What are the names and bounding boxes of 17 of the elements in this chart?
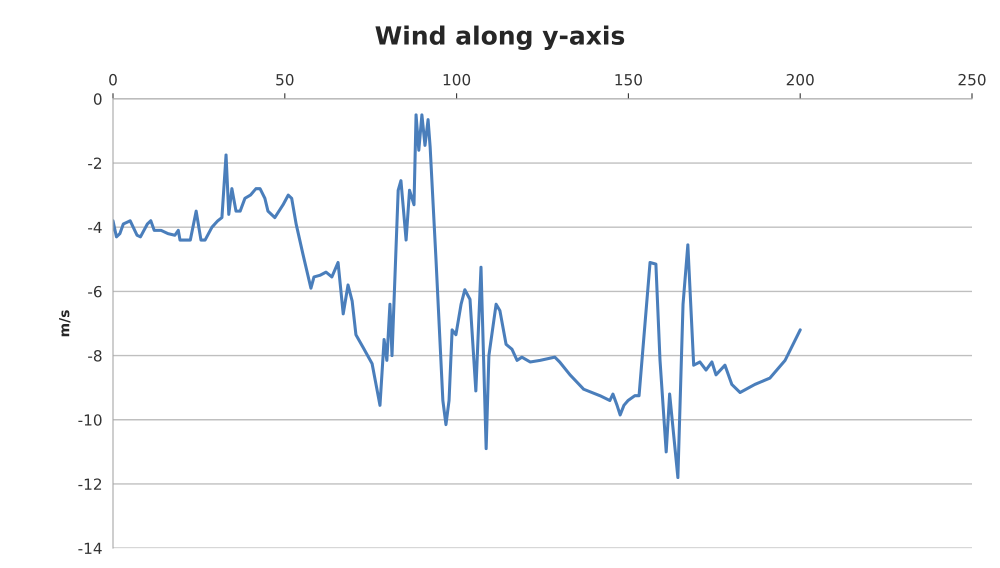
x-tick-label: 50 — [276, 74, 294, 86]
y-tick-label: -8 — [88, 350, 102, 362]
y-tick-label: -2 — [88, 157, 102, 169]
x-tick-label: 200 — [786, 74, 814, 86]
y-tick-label: -12 — [78, 478, 102, 490]
x-tick-label: 150 — [615, 74, 642, 86]
y-tick-label: -10 — [78, 414, 102, 426]
x-tick-label: 250 — [958, 74, 986, 86]
x-tick-label: 100 — [444, 74, 470, 86]
y-axis-title: m/s — [59, 310, 70, 336]
y-tick-label: -4 — [88, 222, 102, 234]
line-series — [113, 113, 802, 480]
x-tick-label: 0 — [109, 74, 117, 86]
y-tick-label: -6 — [88, 286, 102, 298]
chart-title: Wind along y-axis — [375, 26, 624, 50]
y-tick-label: 0 — [94, 93, 102, 105]
y-tick-label: -14 — [78, 542, 102, 554]
